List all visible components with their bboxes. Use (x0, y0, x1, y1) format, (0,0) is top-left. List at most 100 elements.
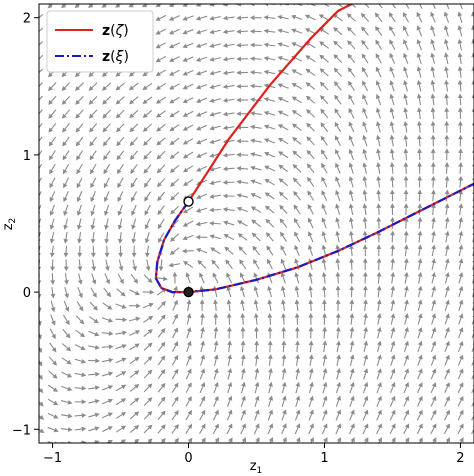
field-arrow (375, 25, 383, 37)
field-arrow (88, 399, 100, 404)
field-arrow (404, 313, 409, 325)
field-arrow (169, 164, 180, 173)
field-arrow (182, 4, 191, 7)
field-arrow (403, 52, 409, 64)
field-arrow (348, 80, 355, 91)
field-arrow (267, 299, 273, 312)
field-arrow (158, 259, 164, 272)
field-arrow (417, 134, 422, 147)
field-arrow (279, 204, 288, 214)
field-arrow (458, 327, 464, 339)
field-arrow (74, 385, 87, 391)
field-arrow (47, 398, 59, 406)
field-arrow (363, 354, 369, 366)
field-arrow (39, 387, 44, 394)
field-arrow (294, 271, 300, 284)
field-arrow (263, 42, 276, 48)
field-arrow (236, 206, 248, 213)
field-arrow (376, 216, 382, 229)
field-arrow (214, 437, 220, 443)
field-arrow (322, 367, 328, 380)
field-arrow (240, 326, 246, 339)
field-arrow (39, 373, 43, 380)
field-arrow (403, 409, 410, 421)
field-arrow (102, 123, 111, 133)
field-arrow (213, 381, 219, 394)
field-arrow (88, 109, 98, 119)
field-arrow (335, 312, 341, 325)
field-arrow (322, 312, 327, 325)
field-arrow (349, 230, 354, 243)
field-arrow (457, 354, 464, 366)
field-arrow (155, 4, 163, 8)
field-arrow (308, 340, 314, 353)
field-arrow (416, 66, 422, 78)
field-arrow (443, 11, 450, 23)
field-arrow (157, 205, 165, 216)
field-arrow (306, 149, 315, 160)
field-arrow (39, 359, 43, 367)
field-arrow (471, 24, 474, 35)
field-arrow (75, 95, 84, 105)
field-arrow (376, 134, 381, 147)
field-arrow (171, 396, 179, 407)
field-arrow (280, 258, 287, 270)
field-arrow (48, 123, 57, 133)
field-arrow (76, 163, 83, 175)
field-arrow (348, 189, 354, 202)
field-arrow (48, 95, 57, 105)
field-arrow (348, 216, 354, 229)
field-arrow (281, 354, 287, 366)
field-arrow (457, 66, 463, 78)
field-arrow (254, 326, 259, 339)
field-arrow (363, 340, 369, 353)
field-arrow (335, 326, 341, 339)
field-arrow (292, 4, 303, 7)
field-arrow (76, 218, 82, 230)
field-arrow (362, 134, 368, 147)
series-line-0 (187, 4, 353, 203)
field-arrow (222, 193, 235, 199)
field-arrow (280, 285, 286, 298)
field-arrow (334, 121, 342, 133)
field-arrow (196, 152, 208, 158)
field-arrow (360, 12, 370, 22)
legend-symbol-xi: ξ (115, 49, 124, 65)
field-arrow (267, 423, 274, 435)
field-arrow (417, 326, 423, 339)
field-arrow (195, 56, 208, 62)
field-arrow (280, 231, 287, 242)
field-arrow (115, 303, 127, 309)
field-arrow (321, 162, 328, 174)
axis-ticks: −1 0 1 2 −1 0 1 2 (12, 12, 465, 466)
x-axis-label: z1 (250, 459, 263, 476)
field-arrow (457, 423, 464, 435)
field-arrow (376, 409, 382, 421)
legend-symbol-zeta: ζ (115, 23, 125, 39)
field-arrow (49, 177, 56, 189)
field-arrow (75, 109, 84, 119)
field-arrow (186, 313, 192, 325)
field-arrow (416, 79, 422, 92)
field-arrow (236, 138, 249, 144)
field-arrow (308, 354, 314, 366)
field-arrow (416, 38, 422, 51)
field-arrow (185, 423, 193, 434)
field-arrow (90, 218, 96, 230)
field-arrow (335, 381, 341, 394)
field-arrow (430, 120, 436, 133)
field-arrow (306, 136, 315, 146)
field-arrow (131, 204, 137, 216)
field-arrow (318, 14, 330, 21)
field-arrow (143, 150, 152, 160)
field-arrow (76, 204, 82, 217)
field-arrow (293, 217, 301, 229)
field-arrow (222, 43, 235, 48)
field-arrow (236, 179, 249, 185)
field-arrow (348, 121, 355, 133)
field-arrow (62, 328, 71, 339)
field-arrow (402, 25, 409, 37)
field-arrow (263, 138, 276, 144)
field-arrow (389, 409, 396, 421)
field-arrow (281, 395, 287, 407)
